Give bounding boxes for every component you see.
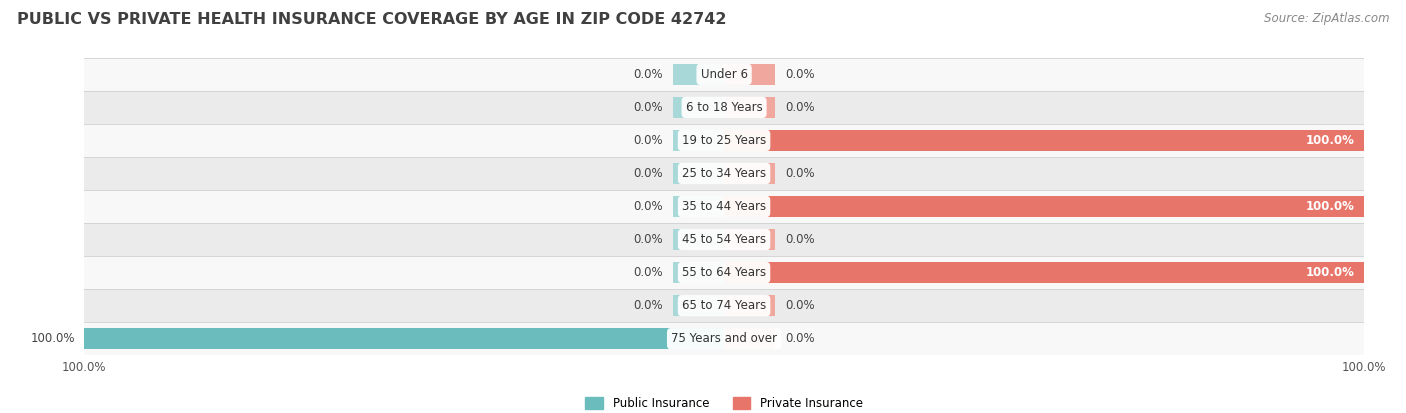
Bar	[84, 91, 1364, 124]
Bar	[724, 328, 775, 349]
Bar	[724, 130, 1364, 151]
Bar	[84, 58, 1364, 91]
Text: 0.0%: 0.0%	[634, 167, 664, 180]
Bar	[84, 223, 1364, 256]
Text: 0.0%: 0.0%	[785, 68, 814, 81]
Text: 0.0%: 0.0%	[634, 101, 664, 114]
Legend: Public Insurance, Private Insurance: Public Insurance, Private Insurance	[581, 392, 868, 413]
Text: 0.0%: 0.0%	[785, 233, 814, 246]
Bar	[84, 328, 724, 349]
Text: 0.0%: 0.0%	[785, 167, 814, 180]
Text: 0.0%: 0.0%	[634, 299, 664, 312]
Bar	[724, 196, 1364, 217]
Bar	[84, 124, 1364, 157]
Bar	[84, 256, 1364, 289]
Bar	[84, 157, 1364, 190]
Text: 0.0%: 0.0%	[785, 299, 814, 312]
Bar	[84, 322, 1364, 355]
Text: 45 to 54 Years: 45 to 54 Years	[682, 233, 766, 246]
Bar	[724, 64, 775, 85]
Text: 25 to 34 Years: 25 to 34 Years	[682, 167, 766, 180]
Bar	[673, 196, 724, 217]
Bar	[724, 163, 775, 184]
Text: 75 Years and over: 75 Years and over	[671, 332, 778, 345]
Bar	[673, 97, 724, 118]
Text: PUBLIC VS PRIVATE HEALTH INSURANCE COVERAGE BY AGE IN ZIP CODE 42742: PUBLIC VS PRIVATE HEALTH INSURANCE COVER…	[17, 12, 727, 27]
Bar	[724, 295, 775, 316]
Bar	[724, 229, 775, 250]
Text: 0.0%: 0.0%	[634, 200, 664, 213]
Text: 0.0%: 0.0%	[785, 101, 814, 114]
Text: 0.0%: 0.0%	[785, 332, 814, 345]
Bar	[724, 97, 775, 118]
Text: 55 to 64 Years: 55 to 64 Years	[682, 266, 766, 279]
Text: 100.0%: 100.0%	[1305, 266, 1354, 279]
Text: 0.0%: 0.0%	[634, 134, 664, 147]
Text: Source: ZipAtlas.com: Source: ZipAtlas.com	[1264, 12, 1389, 25]
Bar	[673, 295, 724, 316]
Text: 0.0%: 0.0%	[634, 68, 664, 81]
Bar	[724, 262, 1364, 283]
Text: 0.0%: 0.0%	[634, 266, 664, 279]
Text: 6 to 18 Years: 6 to 18 Years	[686, 101, 762, 114]
Text: 65 to 74 Years: 65 to 74 Years	[682, 299, 766, 312]
Bar	[673, 163, 724, 184]
Bar	[673, 229, 724, 250]
Text: 19 to 25 Years: 19 to 25 Years	[682, 134, 766, 147]
Bar	[673, 262, 724, 283]
Text: 35 to 44 Years: 35 to 44 Years	[682, 200, 766, 213]
Text: 100.0%: 100.0%	[31, 332, 75, 345]
Bar	[84, 190, 1364, 223]
Text: 100.0%: 100.0%	[1305, 134, 1354, 147]
Bar	[673, 64, 724, 85]
Bar	[673, 130, 724, 151]
Text: 0.0%: 0.0%	[634, 233, 664, 246]
Bar	[84, 289, 1364, 322]
Text: Under 6: Under 6	[700, 68, 748, 81]
Text: 100.0%: 100.0%	[1305, 200, 1354, 213]
